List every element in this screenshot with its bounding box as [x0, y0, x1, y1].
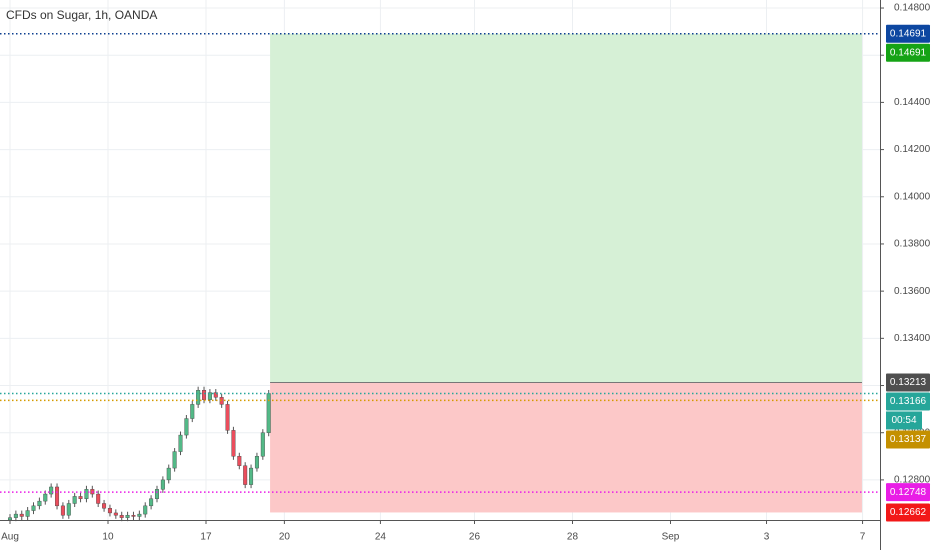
- candle-body: [178, 434, 183, 452]
- candle-body: [260, 432, 265, 457]
- candle-body: [184, 418, 189, 436]
- candle-body: [254, 456, 259, 469]
- y-tick-label: 0.14000: [894, 191, 931, 202]
- candle-body: [190, 404, 195, 419]
- y-tick-label: 0.13800: [894, 239, 931, 250]
- price-badge: [886, 430, 930, 449]
- price-badge-label: 0.12662: [890, 507, 927, 518]
- price-badge: [886, 483, 930, 502]
- price-badge: [886, 392, 930, 411]
- profit-zone: [270, 33, 862, 383]
- countdown: 00:54: [891, 415, 916, 426]
- candle-body: [7, 517, 12, 521]
- price-badge-label: 0.13166: [890, 396, 927, 407]
- y-tick-label: 0.13400: [894, 333, 931, 344]
- chart-title: CFDs on Sugar, 1h, OANDA: [6, 8, 157, 22]
- price-badge: [886, 24, 930, 43]
- price-badge: [886, 373, 930, 392]
- price-badge: [886, 43, 930, 62]
- candle-body: [49, 486, 54, 495]
- candle-body: [72, 496, 77, 504]
- candle-body: [125, 515, 130, 518]
- x-tick-label: 26: [469, 532, 481, 543]
- candle-body: [243, 465, 248, 485]
- y-tick-label: 0.13600: [894, 286, 931, 297]
- x-tick-label: 3: [764, 532, 770, 543]
- x-tick-label: 10: [102, 532, 114, 543]
- candle-body: [196, 390, 201, 405]
- candle-body: [107, 508, 112, 514]
- x-tick-label: Sep: [662, 532, 680, 543]
- y-tick-label: 0.14800: [894, 3, 931, 14]
- candle-body: [266, 393, 271, 433]
- candle-body: [231, 430, 236, 457]
- countdown-badge: [886, 411, 922, 430]
- candle-body: [96, 493, 101, 504]
- x-tick-label: 20: [279, 532, 291, 543]
- x-tick-label: 17: [200, 532, 212, 543]
- x-tick-label: 7: [860, 532, 866, 543]
- y-tick-label: 0.12800: [894, 475, 931, 486]
- candle-body: [160, 479, 165, 490]
- candle-body: [143, 505, 148, 515]
- candle-body: [237, 456, 242, 466]
- price-badge-label: 0.13213: [890, 377, 927, 388]
- candle-body: [102, 503, 107, 509]
- x-tick-label: 24: [375, 532, 387, 543]
- candle-body: [202, 390, 207, 400]
- candle-body: [249, 467, 254, 485]
- candle-body: [166, 467, 171, 481]
- price-badge-label: 0.12748: [890, 487, 927, 498]
- x-tick-label: Aug: [1, 532, 19, 543]
- candle-body: [154, 489, 159, 499]
- candle-body: [31, 505, 36, 511]
- candle-body: [84, 489, 89, 499]
- candle-body: [207, 392, 212, 400]
- candle-body: [225, 404, 230, 431]
- price-badge-label: 0.14691: [890, 28, 927, 39]
- candle-body: [119, 515, 124, 518]
- candle-body: [13, 513, 18, 518]
- candle-body: [60, 505, 65, 516]
- candle-body: [172, 451, 177, 469]
- loss-zone: [270, 382, 862, 513]
- candle-body: [43, 493, 48, 502]
- candle-body: [137, 513, 142, 517]
- candle-body: [55, 486, 60, 507]
- y-tick-label: 0.14200: [894, 144, 931, 155]
- x-tick-label: 28: [567, 532, 579, 543]
- candle-body: [66, 503, 71, 516]
- candle-body: [37, 500, 42, 507]
- candle-body: [78, 496, 83, 499]
- y-tick-label: 0.14400: [894, 97, 931, 108]
- candle-body: [113, 512, 118, 516]
- candle-body: [213, 392, 218, 398]
- candle-body: [25, 510, 30, 517]
- price-badge-label: 0.13137: [890, 434, 927, 445]
- candle-body: [149, 498, 154, 507]
- price-badge: [886, 503, 930, 522]
- candle-body: [19, 513, 24, 517]
- price-badge-label: 0.14691: [890, 47, 927, 58]
- candle-body: [131, 515, 136, 517]
- candle-body: [219, 397, 224, 405]
